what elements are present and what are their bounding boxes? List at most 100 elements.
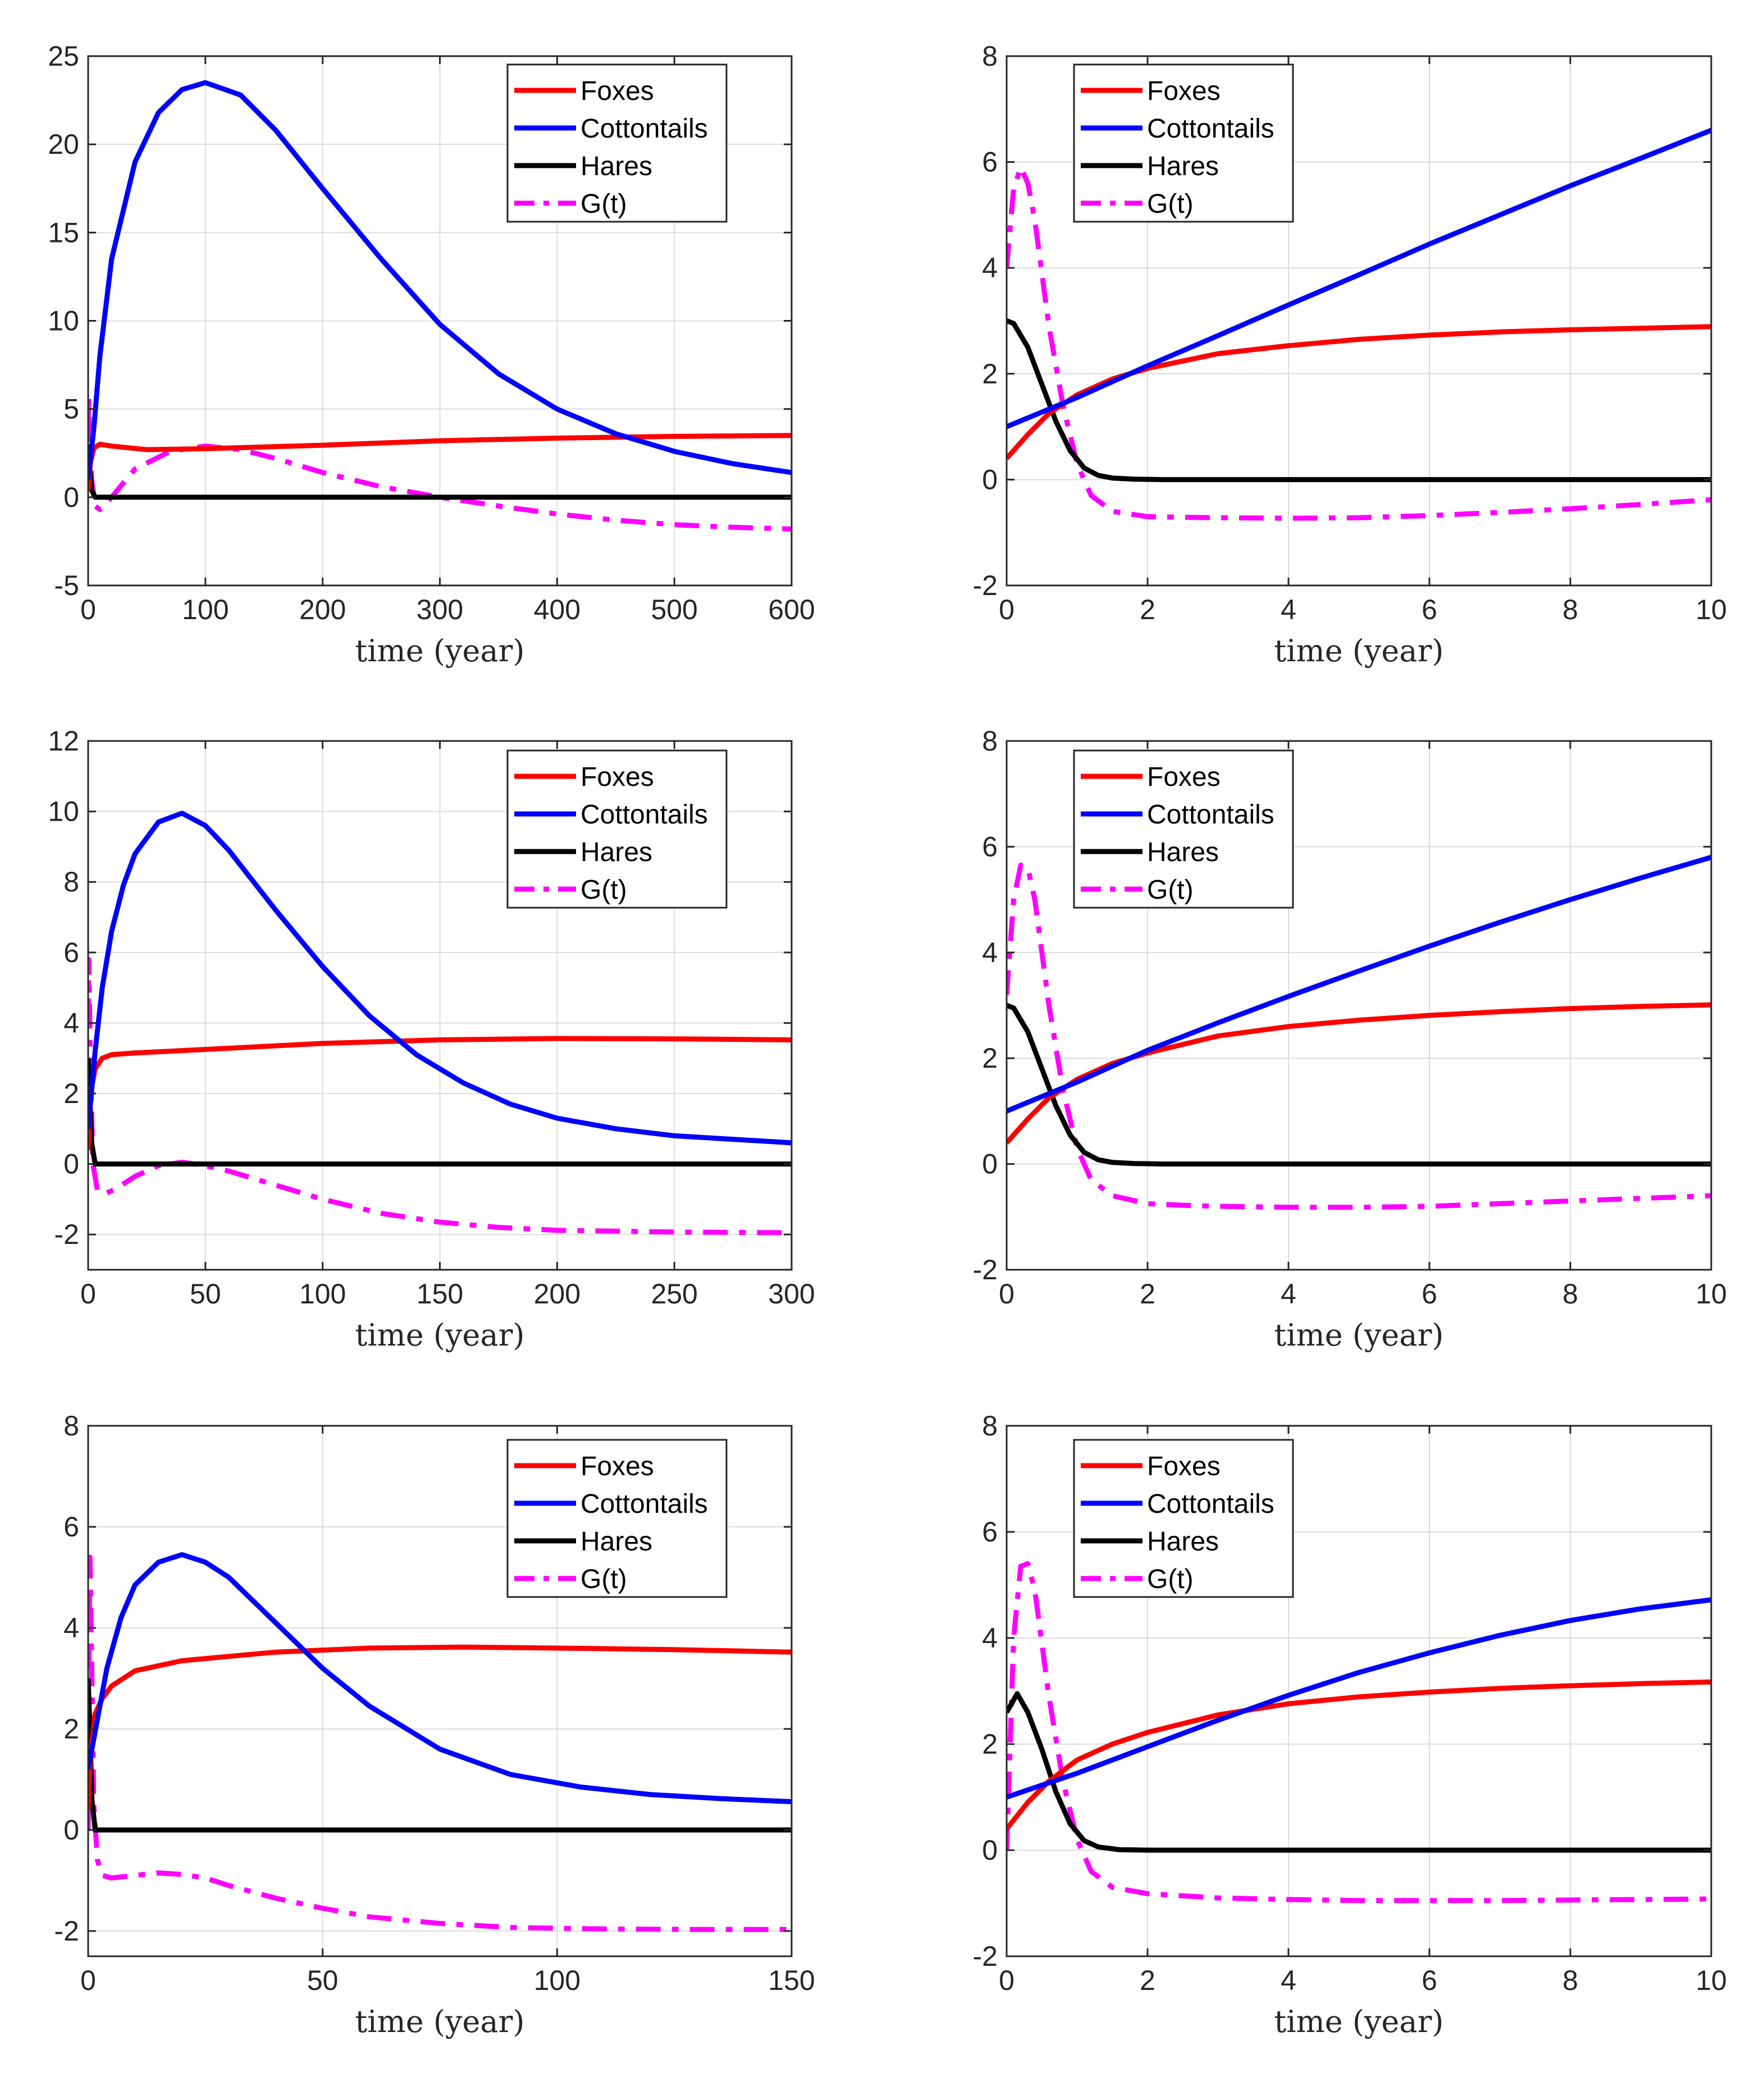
legend-label-cottontails: Cottontails	[581, 114, 708, 144]
y-tick-label: -2	[973, 570, 998, 601]
axes-box	[1006, 55, 1712, 587]
y-tick-label: 6	[982, 1516, 998, 1548]
y-tick-label: 6	[982, 831, 998, 862]
x-tick-label: 10	[1696, 1965, 1727, 1996]
legend-label-g: G(t)	[581, 189, 627, 219]
y-tick-label: 15	[48, 217, 79, 248]
x-tick-label: 2	[1140, 1278, 1155, 1310]
legend-label-hares: Hares	[581, 152, 652, 181]
legend-label-cottontails: Cottontails	[1147, 800, 1274, 830]
series-line-hares	[1007, 318, 1711, 482]
x-tick-label: 8	[1562, 1278, 1578, 1310]
legend-label-g: G(t)	[581, 1564, 627, 1594]
legend-label-hares: Hares	[581, 838, 652, 867]
x-axis-label: time (year)	[355, 2004, 525, 2039]
series-line-foxes	[1007, 324, 1711, 460]
x-tick-label: 100	[182, 594, 229, 625]
x-tick-label: 4	[1281, 594, 1296, 625]
y-tick-label: 2	[982, 358, 998, 390]
series-line-cottontails	[88, 811, 792, 1146]
y-tick-label: 4	[982, 252, 998, 283]
series-line-g	[1007, 1561, 1711, 1903]
x-tick-label: 300	[768, 1278, 815, 1310]
y-tick-label: 8	[63, 1410, 79, 1442]
legend-label-g: G(t)	[1147, 189, 1194, 219]
series-line-cottontails	[1007, 854, 1711, 1114]
y-tick-label: 20	[48, 129, 79, 160]
series-line-g	[1007, 164, 1711, 521]
axes-box	[1006, 1425, 1712, 1957]
y-tick-label: 25	[48, 40, 79, 72]
x-tick-label: 0	[999, 1965, 1014, 1996]
legend-label-g: G(t)	[1147, 1564, 1194, 1594]
legend: Foxes Cottontails Hares G(t)	[506, 749, 728, 909]
y-tick-label: 4	[982, 937, 998, 968]
y-tick-label: 0	[63, 1814, 79, 1846]
x-tick-label: 4	[1281, 1278, 1296, 1310]
x-tick-label: 6	[1422, 1965, 1437, 1996]
x-tick-label: 50	[190, 1278, 221, 1310]
legend-label-cottontails: Cottontails	[581, 800, 708, 830]
y-tick-label: 10	[48, 305, 79, 337]
x-axis-label: time (year)	[1274, 2004, 1444, 2039]
y-tick-label: 10	[48, 796, 79, 827]
axes-box	[87, 1425, 793, 1957]
x-tick-label: 8	[1562, 594, 1578, 625]
x-tick-label: 0	[80, 1278, 96, 1310]
x-tick-label: 10	[1696, 1278, 1727, 1310]
x-tick-label: 6	[1422, 594, 1437, 625]
legend-label-cottontails: Cottontails	[581, 1489, 708, 1519]
x-tick-label: 0	[80, 1965, 96, 1996]
x-tick-label: 8	[1562, 1965, 1578, 1996]
series-line-cottontails	[1007, 127, 1711, 429]
x-tick-label: 0	[999, 594, 1014, 625]
legend-label-g: G(t)	[1147, 875, 1194, 905]
y-tick-label: 6	[63, 1511, 79, 1543]
y-tick-label: 2	[982, 1042, 998, 1074]
y-tick-label: 8	[982, 1410, 998, 1442]
x-tick-label: 400	[534, 594, 581, 625]
series-line-cottontails	[88, 1552, 792, 1805]
y-tick-label: 4	[63, 1007, 79, 1038]
x-tick-label: 0	[80, 594, 96, 625]
x-tick-label: 300	[417, 594, 463, 625]
x-axis-label: time (year)	[355, 633, 525, 669]
axes-box	[1006, 740, 1712, 1271]
legend-label-cottontails: Cottontails	[1147, 1489, 1274, 1519]
series-line-cottontails	[88, 80, 792, 480]
y-tick-label: -5	[54, 570, 79, 601]
legend-label-hares: Hares	[1147, 1527, 1219, 1557]
series-line-foxes	[1007, 1002, 1711, 1145]
y-tick-label: 8	[982, 40, 998, 72]
y-tick-label: 6	[982, 147, 998, 178]
x-tick-label: 200	[534, 1278, 581, 1310]
series-line-cottontails	[1007, 1597, 1711, 1800]
y-tick-label: 5	[63, 393, 79, 425]
y-tick-label: 6	[63, 937, 79, 968]
legend-label-hares: Hares	[581, 1527, 652, 1557]
legend-label-g: G(t)	[581, 875, 627, 905]
series-line-hares	[88, 1678, 792, 1833]
y-tick-label: 2	[63, 1078, 79, 1109]
y-tick-label: -2	[54, 1915, 79, 1947]
x-tick-label: 100	[299, 1278, 346, 1310]
legend-label-foxes: Foxes	[581, 1452, 654, 1481]
x-tick-label: 2	[1140, 1965, 1155, 1996]
y-tick-label: 2	[63, 1713, 79, 1745]
x-tick-label: 150	[417, 1278, 463, 1310]
x-tick-label: 10	[1696, 594, 1727, 625]
y-tick-label: 8	[982, 725, 998, 757]
x-tick-label: 600	[768, 594, 815, 625]
series-line-hares	[1007, 1691, 1711, 1853]
series-line-g	[1007, 862, 1711, 1210]
x-tick-label: 100	[534, 1965, 581, 1996]
x-axis-label: time (year)	[1274, 633, 1444, 669]
legend-label-foxes: Foxes	[1147, 762, 1221, 792]
